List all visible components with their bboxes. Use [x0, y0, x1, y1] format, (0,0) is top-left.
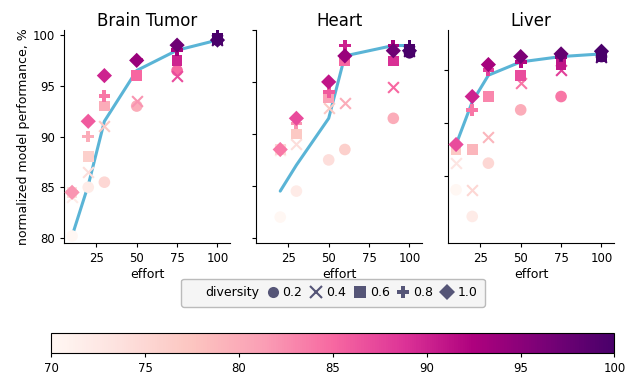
Title: Liver: Liver [511, 12, 552, 30]
Point [467, 107, 477, 113]
Point [483, 134, 493, 140]
Point [467, 187, 477, 193]
Point [404, 48, 415, 54]
Point [212, 37, 223, 43]
Point [291, 131, 301, 137]
Point [83, 169, 93, 175]
Point [67, 189, 77, 195]
Point [340, 100, 350, 106]
Point [132, 57, 142, 63]
Legend: diversity, 0.2, 0.4, 0.6, 0.8, 1.0: diversity, 0.2, 0.4, 0.6, 0.8, 1.0 [181, 279, 484, 307]
Point [516, 80, 526, 86]
Point [99, 179, 109, 185]
Point [324, 89, 334, 95]
Point [340, 43, 350, 49]
Point [340, 58, 350, 64]
Point [516, 72, 526, 78]
Point [212, 37, 223, 43]
Point [291, 115, 301, 121]
Point [67, 189, 77, 195]
Point [172, 57, 182, 63]
Point [596, 53, 607, 59]
Point [516, 107, 526, 113]
Point [132, 57, 142, 63]
Point [451, 187, 461, 193]
Point [132, 98, 142, 104]
Point [556, 51, 566, 57]
X-axis label: effort: effort [514, 268, 548, 281]
Point [404, 43, 415, 49]
Point [483, 67, 493, 73]
Point [467, 94, 477, 99]
Point [324, 105, 334, 111]
Y-axis label: normalized model performance, %: normalized model performance, % [17, 28, 30, 245]
Point [324, 79, 334, 85]
Point [451, 147, 461, 153]
Point [83, 184, 93, 190]
Point [172, 42, 182, 48]
Point [132, 103, 142, 109]
Point [212, 32, 223, 38]
Point [483, 160, 493, 166]
Point [212, 37, 223, 43]
Point [451, 141, 461, 147]
Point [83, 154, 93, 160]
Point [132, 73, 142, 79]
Point [388, 115, 399, 121]
Point [388, 58, 399, 64]
Point [556, 53, 566, 59]
Title: Brain Tumor: Brain Tumor [97, 12, 197, 30]
Point [83, 118, 93, 124]
Point [596, 51, 607, 57]
Point [324, 157, 334, 163]
Point [172, 73, 182, 79]
Point [596, 53, 607, 59]
Point [596, 53, 607, 59]
Point [483, 94, 493, 99]
Point [172, 47, 182, 53]
Point [388, 48, 399, 54]
X-axis label: effort: effort [130, 268, 164, 281]
Point [99, 73, 109, 79]
Point [275, 214, 285, 220]
Point [340, 147, 350, 153]
Point [556, 94, 566, 99]
Point [275, 147, 285, 153]
Point [451, 160, 461, 166]
Point [99, 93, 109, 99]
Point [467, 214, 477, 220]
Point [99, 103, 109, 109]
Point [467, 147, 477, 153]
Point [516, 59, 526, 65]
Point [67, 194, 77, 200]
Title: Heart: Heart [316, 12, 362, 30]
Point [556, 62, 566, 68]
Point [324, 95, 334, 101]
Point [596, 48, 607, 54]
Point [67, 233, 77, 239]
Point [388, 43, 399, 49]
Point [404, 48, 415, 54]
Point [275, 147, 285, 153]
Point [291, 120, 301, 126]
Point [291, 141, 301, 147]
Point [212, 37, 223, 43]
Point [172, 68, 182, 74]
Point [404, 50, 415, 56]
Point [291, 188, 301, 194]
Point [516, 53, 526, 59]
Point [340, 53, 350, 59]
Point [388, 84, 399, 90]
Point [404, 48, 415, 54]
Point [451, 141, 461, 147]
Point [99, 123, 109, 129]
Point [556, 67, 566, 73]
Point [275, 147, 285, 153]
Point [67, 189, 77, 195]
Point [83, 134, 93, 140]
X-axis label: effort: effort [322, 268, 356, 281]
Point [483, 62, 493, 68]
Point [275, 147, 285, 153]
